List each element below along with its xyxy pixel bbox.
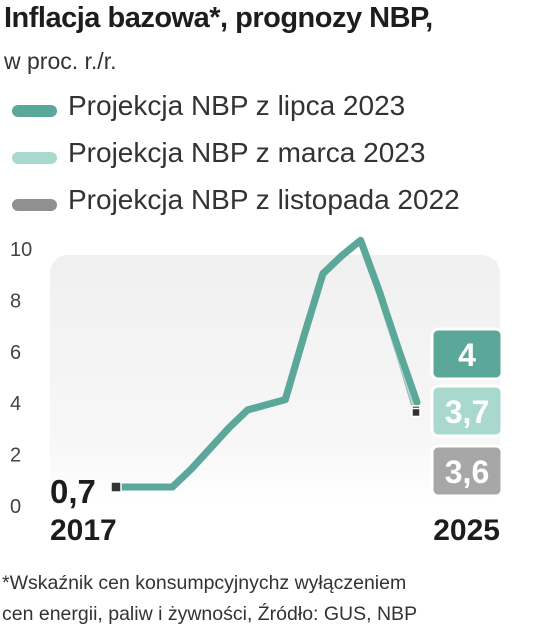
x-label-end: 2025 <box>433 514 500 547</box>
y-tick-label: 0 <box>10 496 21 518</box>
legend-swatch-listopad-2022 <box>12 199 57 211</box>
y-tick-label: 4 <box>10 393 21 415</box>
legend-label-marzec-2023: Projekcja NBP z marca 2023 <box>68 137 426 168</box>
end-value-label: 3,7 <box>445 394 489 430</box>
legend-item-marzec-2023: Projekcja NBP z marca 2023 <box>12 135 532 179</box>
y-tick-label: 8 <box>10 290 21 312</box>
legend-item-listopad-2022: Projekcja NBP z listopada 2022 <box>12 182 532 226</box>
footnote-line-1: *Wskaźnik cen konsumpcyjnychz wyłączenie… <box>2 572 407 594</box>
legend-swatch-lipiec-2023 <box>12 105 57 117</box>
x-label-start: 2017 <box>50 514 117 547</box>
y-tick-label: 2 <box>10 445 21 467</box>
end-value-box <box>430 327 504 381</box>
y-tick-label: 10 <box>10 239 32 261</box>
footnote: *Wskaźnik cen konsumpcyjnychz wyłączenie… <box>2 568 536 630</box>
footnote-line-2: cen energii, paliw i żywności, Źródło: G… <box>2 603 418 625</box>
end-point-marker <box>411 407 421 418</box>
legend-item-lipiec-2023: Projekcja NBP z lipca 2023 <box>12 88 532 132</box>
chart-title: Inflacja bazowa*, prognozy NBP, <box>4 2 433 34</box>
series-line <box>112 236 421 491</box>
start-point-marker <box>110 481 122 493</box>
end-value-label: 3,6 <box>445 454 489 490</box>
y-tick-label: 6 <box>10 342 21 364</box>
legend-label-lipiec-2023: Projekcja NBP z lipca 2023 <box>68 90 406 121</box>
inflation-line-chart: 0 2 4 6 8 10 0,7 4 3,7 3,6 2017 2025 <box>10 236 504 547</box>
start-value-label: 0,7 <box>50 473 96 510</box>
legend-swatch-marzec-2023 <box>12 152 57 164</box>
end-value-box <box>430 384 504 438</box>
end-value-box <box>430 444 504 498</box>
legend-label-listopad-2022: Projekcja NBP z listopada 2022 <box>68 184 460 215</box>
end-value-label: 4 <box>458 337 476 373</box>
chart-subtitle: w proc. r./r. <box>4 48 117 74</box>
